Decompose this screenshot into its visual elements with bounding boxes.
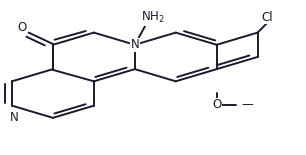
Text: O: O [17, 21, 27, 34]
Text: —: — [241, 98, 253, 111]
Text: NH$_2$: NH$_2$ [141, 10, 165, 25]
Text: N: N [10, 111, 19, 124]
Text: O: O [212, 98, 221, 111]
Text: Cl: Cl [261, 11, 273, 24]
Text: N: N [130, 38, 139, 51]
